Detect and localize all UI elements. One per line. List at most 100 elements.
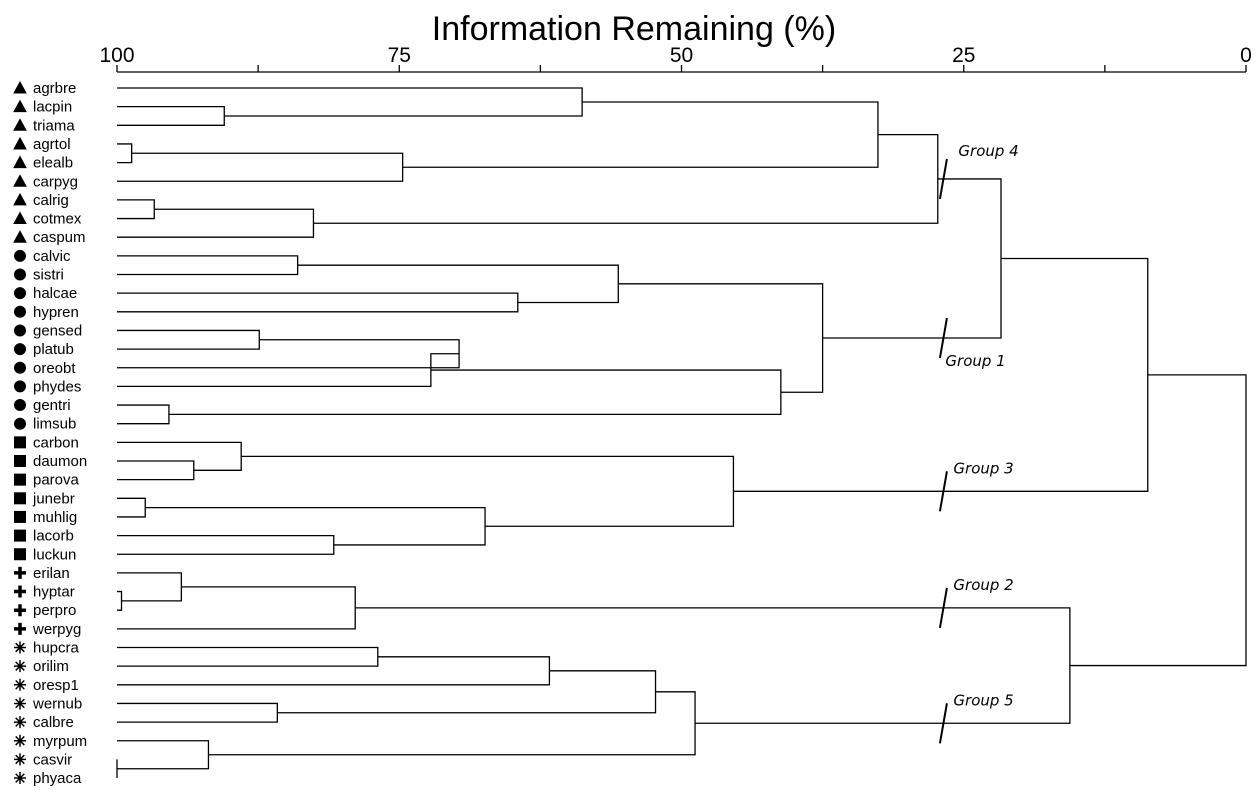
group-cut-mark [938, 158, 948, 200]
circle-icon [14, 287, 26, 300]
leaf-label: muhlig [33, 509, 77, 526]
asterisk-icon [14, 753, 26, 766]
leaf-label: limsub [33, 416, 76, 433]
leaf-label: daumon [33, 453, 87, 470]
leaf-calrig: calrig [13, 192, 69, 209]
leaf-label: hupcra [33, 640, 80, 657]
group-cut-mark [938, 471, 948, 512]
leaf-label: erilan [33, 565, 70, 582]
branch-n2 [117, 87, 583, 117]
leaf-muhlig: muhlig [14, 509, 77, 526]
leaf-carbon: carbon [14, 434, 79, 451]
branch-n26 [117, 572, 183, 602]
branch-n36 [733, 257, 1149, 492]
leaf-oreobt: oreobt [14, 360, 76, 377]
leaf-caspum: caspum [13, 229, 86, 246]
square-icon [14, 548, 26, 561]
triangle-icon [13, 211, 27, 225]
group-cut-mark [938, 703, 948, 744]
leaf-myrpum: myrpum [14, 733, 87, 750]
branch-n23 [145, 506, 486, 546]
leaf-label: cotmex [33, 211, 82, 228]
leaf-phyaca: phyaca [14, 770, 82, 787]
leaf-gensed: gensed [14, 322, 82, 339]
triangle-icon [13, 174, 27, 187]
branch-n33 [117, 740, 210, 770]
group-label: Group 2 [953, 576, 1013, 594]
leaf-label: werpyg [32, 621, 81, 638]
leaf-label: lacorb [33, 528, 74, 545]
circle-icon [14, 380, 26, 393]
leaf-elealb: elealb [13, 155, 73, 172]
leaf-label: calvic [33, 248, 71, 265]
cross-icon [14, 566, 26, 579]
branch-n34 [208, 691, 696, 756]
leaf-werpyg: werpyg [14, 621, 81, 638]
leaf-label: casvir [33, 751, 72, 768]
circle-icon [14, 305, 26, 318]
branch-n11 [297, 264, 619, 304]
branch-n28 [117, 646, 379, 667]
group-label: Group 5 [953, 691, 1013, 709]
leaf-sistri: sistri [14, 267, 64, 284]
branch-n31 [277, 670, 657, 714]
leaf-label: gensed [33, 322, 82, 339]
group-cut-mark [938, 317, 948, 359]
branch-n6 [117, 199, 155, 220]
leaf-label: luckun [33, 546, 76, 563]
square-icon [14, 510, 26, 523]
branch-n24 [241, 455, 735, 527]
circle-icon [14, 249, 26, 262]
leaf-hyptar: hyptar [14, 584, 75, 601]
leaf-label: lacpin [33, 99, 72, 116]
leaf-label: calrig [33, 192, 69, 209]
leaf-carpyg: carpyg [13, 173, 78, 190]
square-icon [14, 529, 26, 542]
circle-icon [14, 324, 26, 337]
leaf-orilim: orilim [14, 658, 69, 675]
leaf-casvir: casvir [14, 751, 72, 768]
branch-n3 [117, 143, 133, 164]
triangle-icon [13, 118, 27, 131]
leaf-label: phydes [33, 378, 81, 395]
branch-n30 [117, 702, 278, 723]
branch-n16 [168, 369, 782, 416]
asterisk-icon [14, 772, 26, 785]
x-tick-label: 25 [952, 44, 975, 67]
triangle-icon [13, 192, 27, 206]
group-label: Group 4 [958, 142, 1018, 160]
asterisk-icon [14, 678, 26, 691]
circle-icon [14, 417, 26, 430]
leaf-label: calbre [33, 714, 74, 731]
leaf-hypren: hypren [14, 304, 79, 321]
leaf-phydes: phydes [14, 378, 81, 395]
cross-icon [14, 585, 26, 598]
asterisk-icon [14, 716, 26, 729]
leaf-gentri: gentri [14, 397, 71, 414]
triangle-icon [13, 155, 27, 169]
branch-n29 [117, 656, 551, 686]
leaf-label: perpro [33, 602, 76, 619]
x-tick-label: 100 [99, 44, 134, 67]
branch-n19 [117, 460, 195, 481]
leaf-label: halcae [33, 285, 77, 302]
branch-n7 [117, 208, 315, 238]
leaf-limsub: limsub [14, 416, 76, 433]
group-label: Group 1 [945, 352, 1005, 370]
leaf-lacpin: lacpin [13, 99, 72, 116]
leaf-label: oresp1 [33, 677, 79, 694]
square-icon [14, 473, 26, 486]
leaf-platub: platub [14, 341, 74, 358]
leaf-label: gentri [33, 397, 71, 414]
leaf-parova: parova [14, 472, 80, 489]
branch-n14 [117, 353, 460, 388]
leaf-perpro: perpro [14, 602, 76, 619]
leaf-erilan: erilan [14, 565, 70, 582]
leaf-label: elealb [33, 155, 73, 172]
leaf-label: hypren [33, 304, 79, 321]
branch-n37 [1069, 374, 1247, 667]
x-axis: 100 75 50 25 0 [99, 44, 1252, 73]
triangle-icon [13, 230, 27, 243]
group-cut-mark [938, 587, 948, 629]
